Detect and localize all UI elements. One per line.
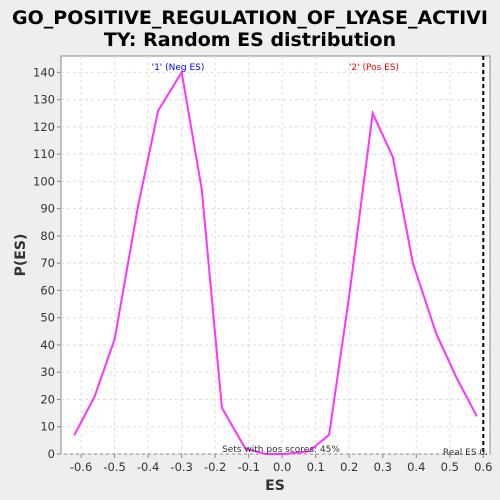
x-axis-label: ES [265,478,285,494]
data-point [200,188,203,191]
data-point [264,453,267,455]
sets-pos-scores-label: Sets with pos scores: 45% [222,445,340,455]
data-point [435,333,438,335]
real-es-label: Real ES 0. [443,448,488,458]
data-point [221,406,223,409]
y-tick-label: 120 [33,120,55,134]
chart-title-line1: GO_POSITIVE_REGULATION_OF_LYASE_ACTIVI [12,7,488,29]
data-point [328,434,330,436]
y-tick-label: 90 [40,202,55,216]
y-tick-label: 110 [33,147,55,161]
x-tick-label: -0.6 [70,460,92,474]
data-point [392,156,394,158]
data-point [308,450,310,453]
y-axis-label: P(ES) [13,234,29,277]
y-tick-label: 70 [40,256,55,270]
y-tick-label: 60 [40,283,55,297]
x-tick-label: 0.0 [273,460,291,474]
es-distribution-line [73,69,478,455]
grid-lines [61,56,490,455]
x-tick-label: -0.5 [103,460,125,474]
y-tick-label: 20 [40,392,55,406]
y-tick-label: 40 [40,338,55,352]
data-point [93,395,96,398]
y-tick-label: 100 [33,174,55,188]
data-point [284,453,287,455]
y-tick-label: 0 [48,447,55,461]
data-point [157,109,159,112]
x-tick-label: -0.2 [204,460,226,474]
x-axis: -0.6 -0.5 -0.4 -0.3 -0.2 -0.1 0.0 0.1 0.2 0.3 0.4 0… [70,454,492,474]
x-tick-label: -0.1 [237,460,259,474]
x-tick-label: 0.6 [474,460,492,474]
chart-title-line2: TY: Random ES distribution [104,29,396,51]
x-tick-label: 0.4 [407,460,425,474]
y-tick-label: 30 [40,365,55,379]
data-point [244,447,247,450]
pos-es-label: '2' (Pos ES) [349,63,399,73]
x-tick-label: 0.5 [441,460,459,474]
x-tick-label: 0.3 [374,460,392,474]
y-tick-label: 140 [33,65,55,79]
x-tick-label: -0.3 [170,460,192,474]
y-tick-label: 50 [40,311,55,325]
data-point [180,71,183,74]
data-point [113,338,116,341]
data-point [412,262,414,264]
data-point [137,205,139,207]
data-point [371,112,374,115]
y-axis: 0 10 20 30 40 50 60 70 80 90 100 110 120 130 140 [33,65,61,461]
x-tick-label: 0.1 [307,460,325,474]
data-points [73,71,478,455]
y-tick-label: 130 [33,93,55,107]
y-tick-label: 10 [40,420,55,434]
data-point [475,415,478,417]
y-tick-label: 80 [40,229,55,243]
data-point [73,434,76,436]
data-point [455,376,458,379]
neg-es-label: '1' (Neg ES) [152,63,205,73]
data-point [348,295,351,297]
plot-area [60,55,491,455]
x-tick-label: -0.4 [137,460,159,474]
x-tick-label: 0.2 [340,460,358,474]
